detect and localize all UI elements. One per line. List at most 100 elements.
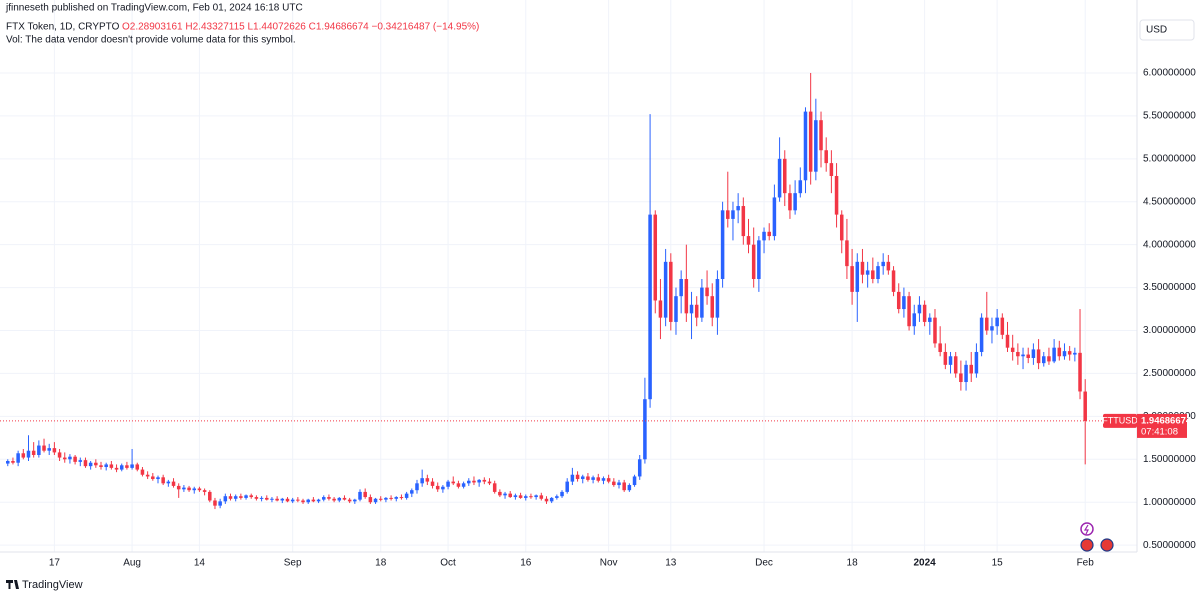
candle-body	[47, 448, 51, 451]
last-price-label: 1.94686674	[1141, 415, 1192, 426]
candle-body	[228, 496, 233, 499]
candle-body	[612, 481, 616, 486]
candle-body	[290, 499, 295, 502]
candle-body	[451, 481, 456, 484]
candle-body	[259, 497, 264, 499]
candle-body	[337, 497, 342, 501]
candle-body	[57, 452, 62, 458]
candle-body	[601, 478, 606, 481]
candle-body	[358, 491, 362, 500]
candle-body	[953, 356, 958, 374]
candle-body	[544, 498, 549, 502]
candle-body	[860, 261, 865, 275]
candle-body	[83, 460, 88, 467]
candle-body	[487, 481, 492, 484]
candle-body	[52, 448, 57, 453]
y-tick-label: 3.50000000	[1143, 282, 1196, 293]
candle-body	[653, 214, 658, 301]
y-tick-label: 5.00000000	[1143, 153, 1196, 164]
candle-body	[990, 326, 994, 331]
candle-body	[378, 498, 383, 500]
candle-body	[518, 495, 523, 498]
candle-body	[176, 485, 181, 490]
candle-body	[363, 491, 367, 498]
x-tick-label: Oct	[440, 558, 456, 569]
candle-body	[959, 373, 963, 383]
candle-body	[798, 180, 803, 194]
candle-body	[736, 206, 740, 211]
candle-body	[669, 261, 673, 322]
candle-body	[865, 270, 870, 275]
candle-body	[270, 498, 274, 500]
candle-body	[777, 158, 782, 198]
candle-body	[586, 476, 590, 480]
candle-body	[829, 163, 834, 176]
candle-body	[368, 497, 373, 503]
candle-body	[928, 317, 932, 322]
ticker-badge	[1103, 413, 1137, 428]
candle-body	[498, 491, 502, 496]
event-icon[interactable]	[1080, 522, 1094, 536]
candle-body	[549, 497, 554, 502]
candle-body	[316, 499, 321, 502]
flag-icon[interactable]	[1100, 538, 1114, 552]
candle-body	[62, 457, 67, 460]
candle-body	[472, 480, 476, 483]
candle-body	[814, 120, 818, 172]
candle-body	[751, 244, 756, 280]
candle-body	[503, 493, 507, 496]
candle-body	[1021, 354, 1025, 357]
countdown: 07:41:08	[1141, 426, 1178, 437]
candle-body	[917, 304, 922, 314]
footer-logo: TradingView	[6, 579, 83, 591]
x-tick-label: 2024	[913, 558, 936, 569]
candle-body	[995, 317, 999, 327]
candle-body	[1067, 351, 1072, 355]
candle-body	[643, 399, 647, 460]
x-tick-label: 14	[194, 558, 206, 569]
candle-body	[73, 456, 77, 462]
candle-body	[16, 453, 20, 463]
candle-body	[88, 462, 93, 467]
candle-body	[938, 343, 942, 352]
candle-body	[68, 456, 72, 460]
currency-box[interactable]	[1139, 19, 1195, 41]
candle-body	[886, 261, 891, 271]
candle-body	[772, 197, 777, 237]
candle-body	[627, 485, 632, 491]
candle-body	[689, 304, 694, 314]
candle-body	[855, 261, 860, 292]
candle-body	[467, 480, 471, 484]
candle-body	[244, 495, 248, 498]
candle-body	[767, 231, 771, 237]
candle-body	[311, 499, 316, 502]
candle-body	[161, 477, 165, 484]
flag-icon[interactable]	[1080, 538, 1094, 552]
symbol: FTX Token, 1D, CRYPTO	[6, 22, 120, 33]
candle-body	[327, 497, 331, 499]
candle-body	[285, 498, 290, 502]
candle-body	[674, 296, 678, 322]
candle-body	[31, 450, 36, 455]
candle-body	[1026, 354, 1030, 358]
candle-body	[435, 485, 440, 490]
candle-body	[404, 493, 409, 498]
candle-body	[202, 490, 207, 492]
candle-body	[632, 476, 637, 486]
candle-body	[301, 500, 305, 503]
candle-body	[1000, 317, 1005, 335]
candle-body	[974, 351, 979, 374]
candle-body	[254, 497, 259, 499]
candle-body	[1041, 356, 1046, 364]
candle-body	[1047, 356, 1051, 362]
candle-body	[1010, 347, 1015, 352]
axes: 0.500000001.000000001.500000002.00000000…	[49, 68, 1196, 569]
candle-body	[477, 479, 481, 483]
candles	[0, 72, 1137, 510]
candle-body	[606, 478, 611, 482]
candle-body	[565, 481, 569, 492]
candle-body	[617, 482, 621, 486]
currency[interactable]: USD	[1146, 25, 1167, 36]
candle-body	[637, 459, 642, 477]
